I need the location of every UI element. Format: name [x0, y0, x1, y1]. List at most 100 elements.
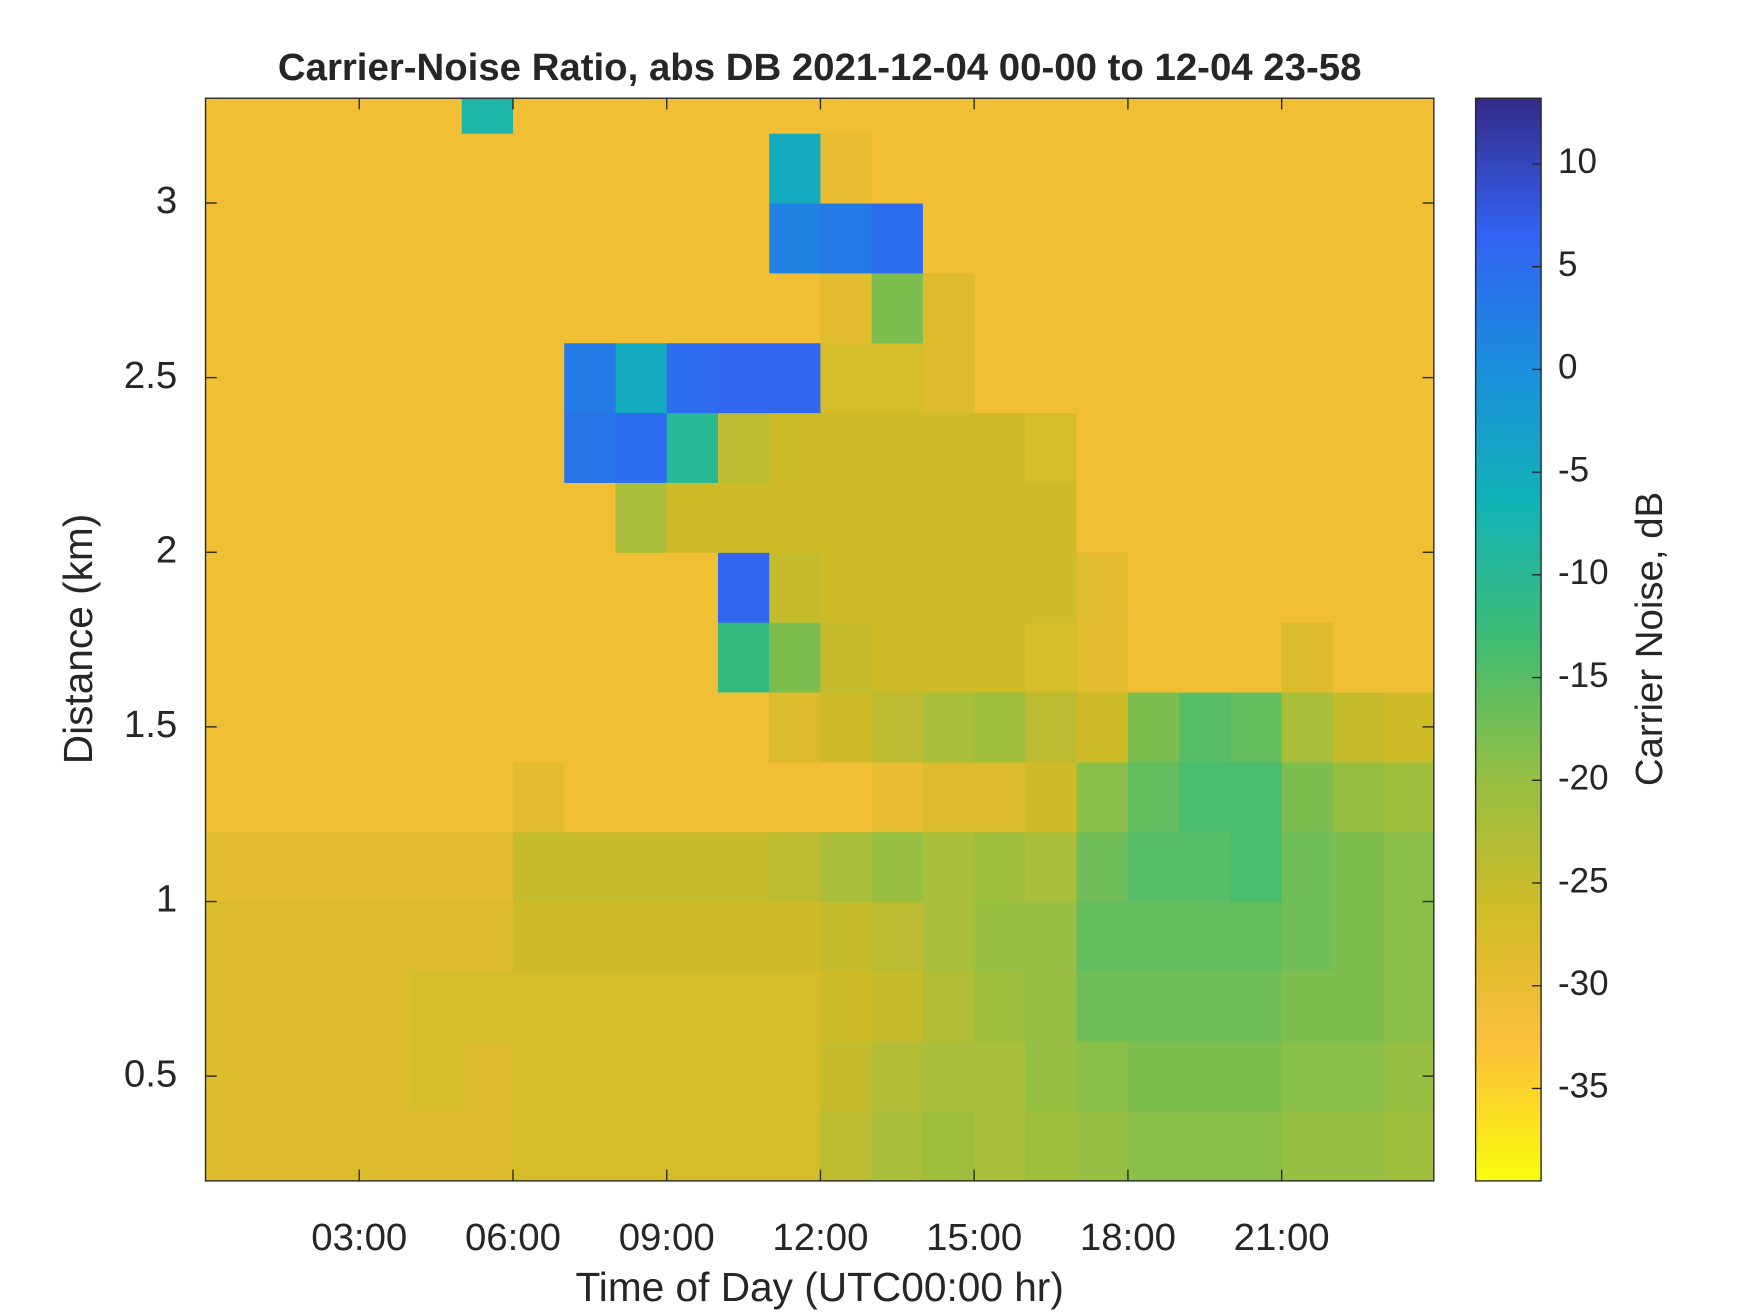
heatmap-cell [1230, 691, 1283, 763]
heatmap-cell [1384, 552, 1434, 623]
heatmap-cell [512, 412, 565, 483]
heatmap-cell [666, 971, 719, 1042]
heatmap-cell [1384, 971, 1434, 1042]
heatmap-cell [461, 133, 514, 204]
heatmap-cell [308, 482, 360, 553]
heatmap-cell [615, 272, 668, 344]
heatmap-cell [256, 412, 309, 483]
heatmap-cell [1281, 202, 1334, 274]
heatmap-cell [871, 831, 924, 903]
heatmap-cell [871, 691, 924, 763]
heatmap-cell [1281, 1111, 1334, 1181]
colorbar-tick-label: -30 [1558, 964, 1609, 1003]
heatmap-cell [461, 622, 514, 693]
heatmap-cell [820, 1041, 873, 1112]
heatmap-cell [1230, 202, 1283, 274]
heatmap-cell [615, 622, 668, 693]
heatmap-cell [615, 1041, 668, 1112]
heatmap-cell [666, 831, 719, 903]
heatmap-cell [974, 691, 1026, 763]
heatmap-cell [820, 133, 873, 204]
heatmap-cell [564, 1111, 617, 1181]
heatmap-cell [871, 482, 924, 553]
heatmap-cell [769, 202, 822, 274]
heatmap-cell [564, 761, 617, 833]
heatmap-cell [1025, 98, 1078, 134]
heatmap-cell [1179, 342, 1231, 414]
heatmap-cell [769, 901, 822, 972]
heatmap-cell [1332, 622, 1385, 693]
heatmap-cell [666, 412, 719, 483]
heatmap-cell [820, 272, 873, 344]
heatmap-cell [666, 761, 719, 833]
heatmap-cell [205, 901, 258, 972]
heatmap-cell [1025, 133, 1078, 204]
heatmap-cell [359, 622, 412, 693]
heatmap-cell [615, 901, 668, 972]
heatmap-cell [256, 691, 309, 763]
heatmap-cell [666, 272, 719, 344]
heatmap-cell [769, 342, 822, 414]
heatmap-cell [666, 1041, 719, 1112]
heatmap-cell [512, 971, 565, 1042]
heatmap-cell [1384, 1111, 1434, 1181]
heatmap-cell [1230, 98, 1283, 134]
heatmap-cell [615, 552, 668, 623]
y-tick-label: 2 [156, 528, 177, 571]
heatmap-cell [717, 272, 770, 344]
heatmap-cell [1076, 1041, 1129, 1112]
heatmap-cell [564, 482, 617, 553]
heatmap-cell [256, 202, 309, 274]
heatmap-cell [308, 761, 360, 833]
heatmap-cell [1332, 1041, 1385, 1112]
heatmap-cell [1127, 622, 1180, 693]
heatmap-cell [1281, 342, 1334, 414]
heatmap-cell [564, 901, 617, 972]
heatmap-cell [359, 552, 412, 623]
heatmap-cell [512, 691, 565, 763]
heatmap-cell [205, 98, 258, 134]
colorbar-tick-label: -20 [1558, 759, 1609, 798]
heatmap-cell [922, 761, 975, 833]
heatmap-cell [1127, 272, 1180, 344]
heatmap-cell [461, 202, 514, 274]
heatmap-cell [256, 1111, 309, 1181]
heatmap-cell [717, 552, 770, 623]
heatmap-cell [1076, 831, 1129, 903]
heatmap-cell [512, 342, 565, 414]
heatmap-cell [717, 622, 770, 693]
heatmap-cell [205, 1111, 258, 1181]
heatmap-cell [1179, 482, 1231, 553]
heatmap-cell [512, 761, 565, 833]
heatmap-cell [410, 971, 463, 1042]
heatmap-cell [1230, 412, 1283, 483]
heatmap-cell [922, 1111, 975, 1181]
heatmap-cell [871, 202, 924, 274]
heatmap-cell [308, 622, 360, 693]
heatmap-cell [615, 202, 668, 274]
heatmap-cell [974, 622, 1026, 693]
y-tick-label: 0.5 [124, 1052, 177, 1095]
colorbar-label: Carrier Noise, dB [1628, 492, 1671, 786]
heatmap-cell [461, 901, 514, 972]
heatmap-cell [974, 133, 1026, 204]
heatmap-cell [717, 831, 770, 903]
heatmap-cell [871, 98, 924, 134]
heatmap-cell [1281, 831, 1334, 903]
heatmap-cell [717, 342, 770, 414]
heatmap-cell [666, 133, 719, 204]
heatmap-cell [974, 831, 1026, 903]
heatmap-cell [1025, 202, 1078, 274]
heatmap-cell [564, 552, 617, 623]
heatmap-cell [1179, 971, 1231, 1042]
heatmap-cell [820, 831, 873, 903]
heatmap-cell [717, 202, 770, 274]
heatmap-cell [666, 1111, 719, 1181]
heatmap-cell [256, 971, 309, 1042]
heatmap-cell [1332, 133, 1385, 204]
heatmap-cell [1230, 482, 1283, 553]
x-tick-label: 18:00 [1080, 1216, 1176, 1259]
heatmap-cell [769, 831, 822, 903]
heatmap-cell [205, 272, 258, 344]
heatmap-cell [359, 133, 412, 204]
